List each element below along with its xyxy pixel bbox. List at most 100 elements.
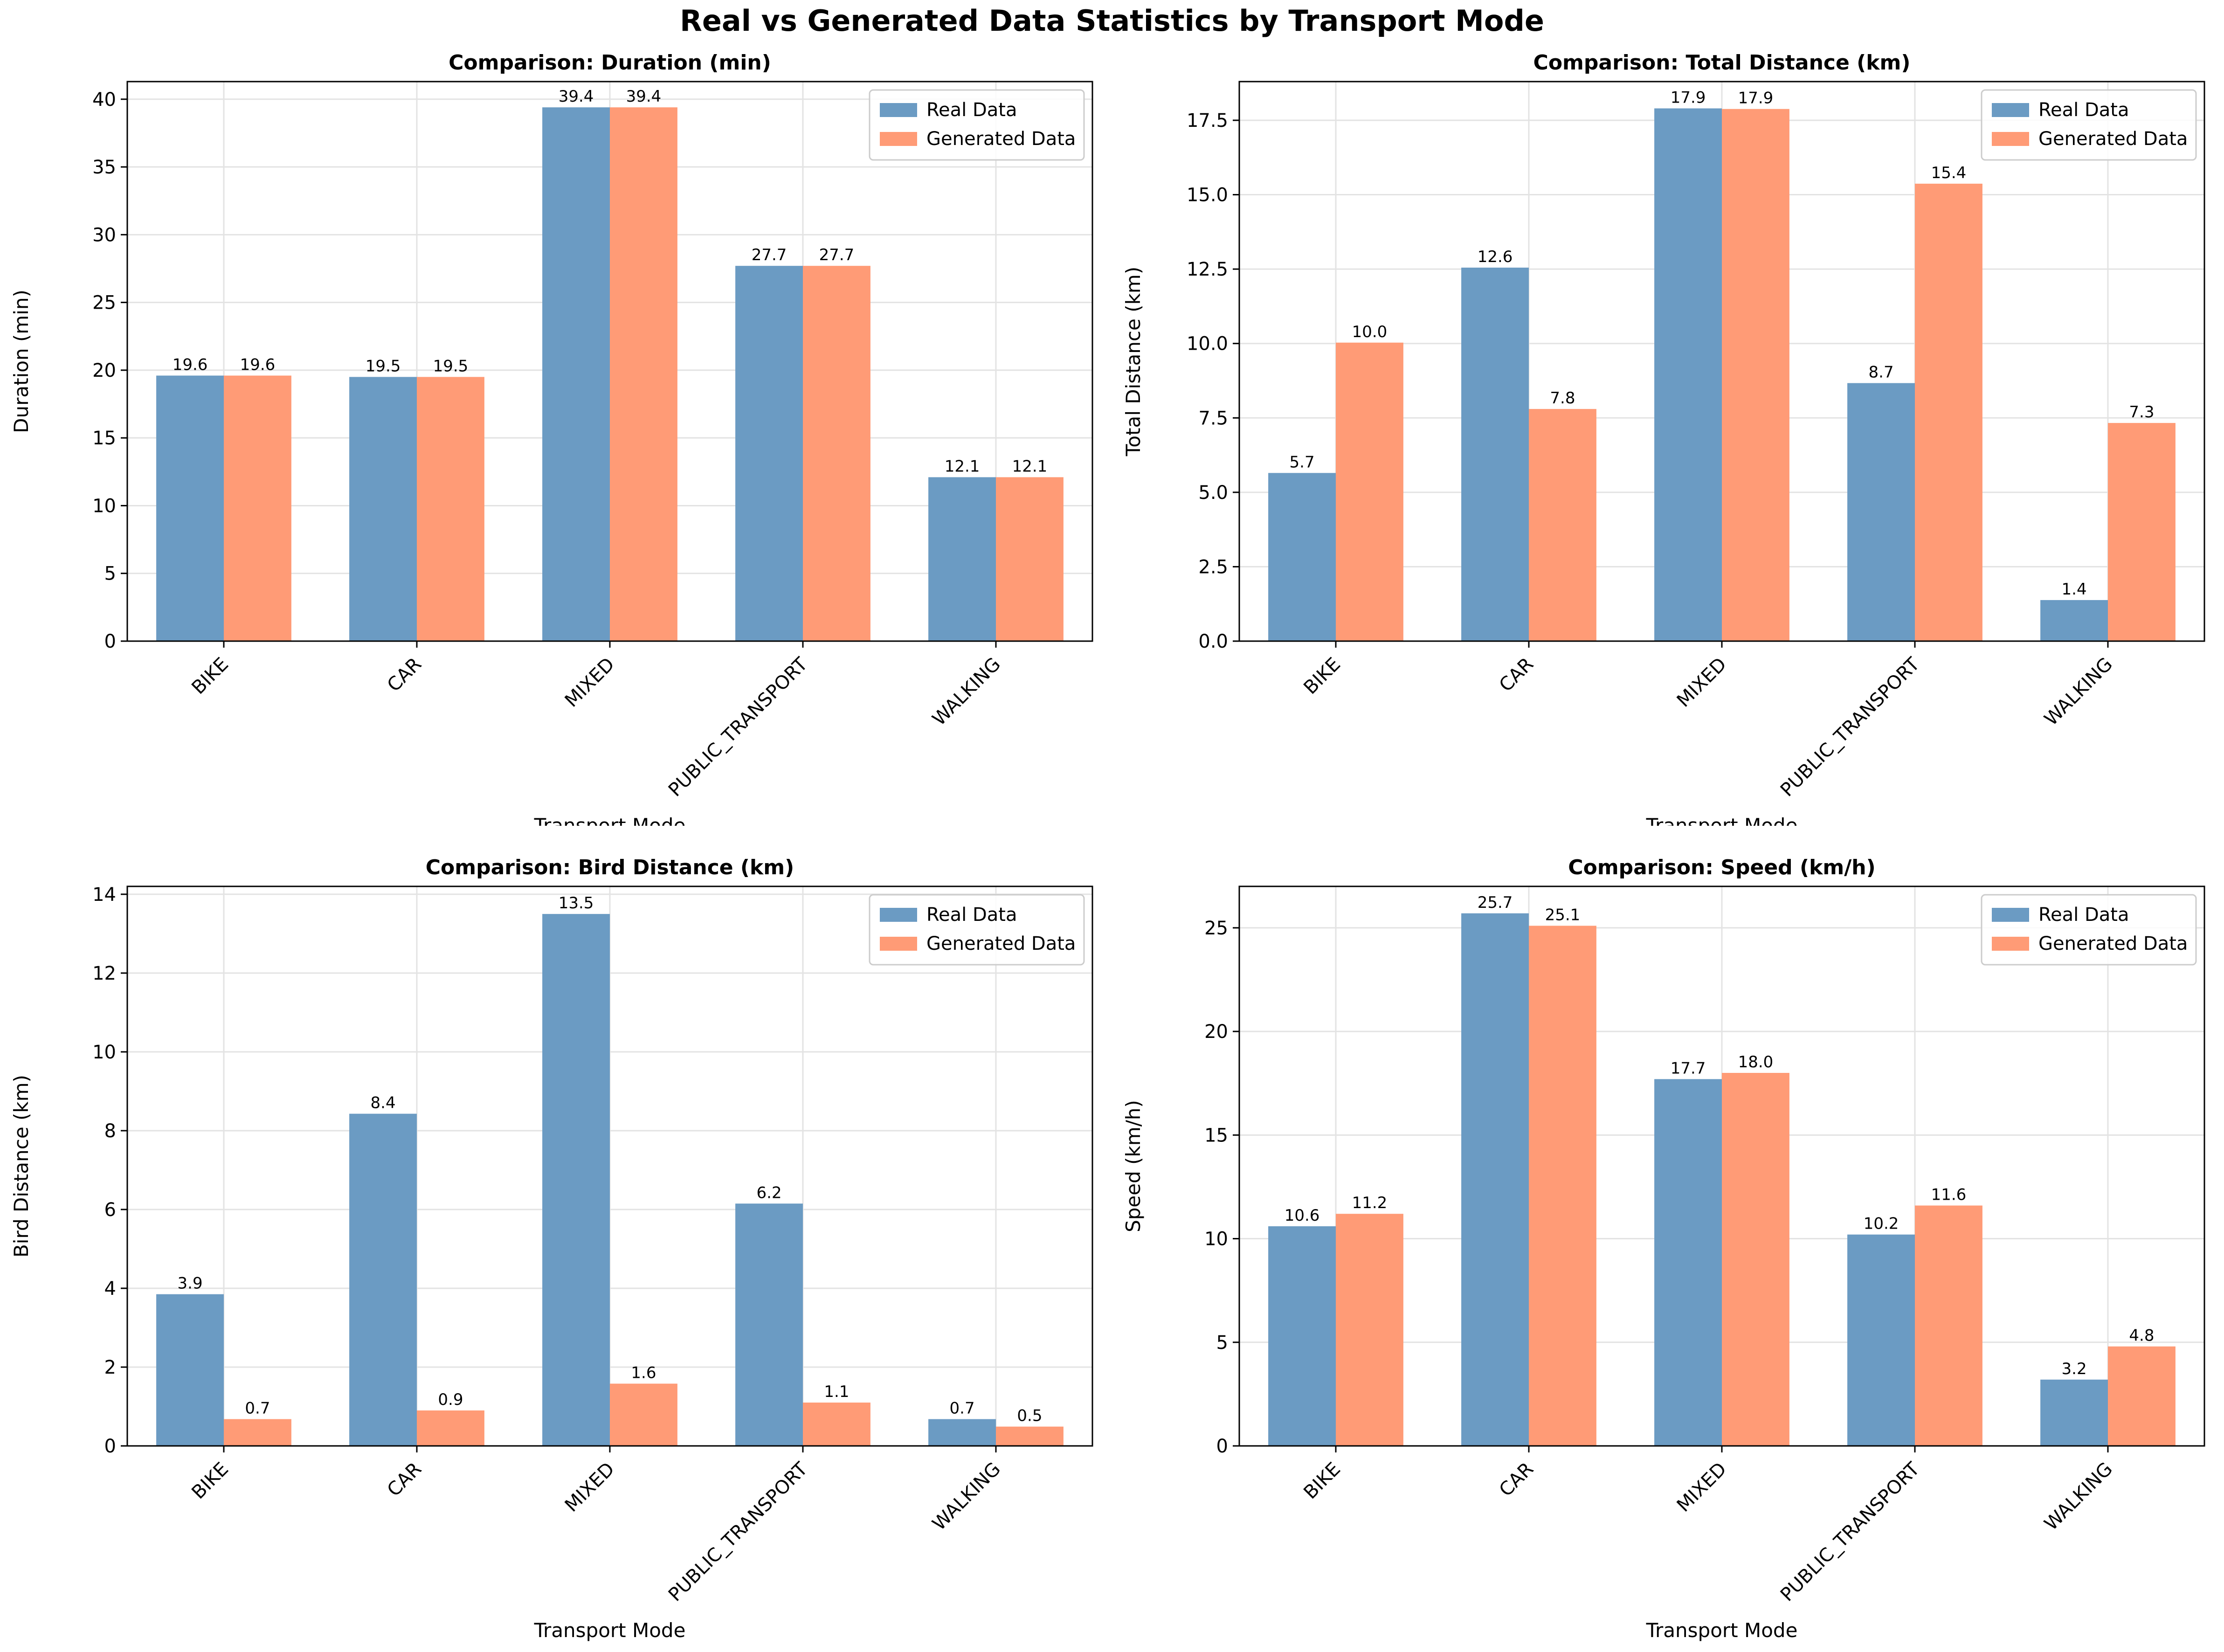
bar-generated-data-walking: [996, 477, 1064, 641]
bar-generated-data-bike: [224, 1419, 291, 1446]
bar-real-data-bike: [1268, 473, 1336, 641]
legend-swatch-generated-data: [1992, 132, 2029, 146]
y-axis-label: Speed (km/h): [1122, 1100, 1145, 1232]
bar-value-label: 19.6: [240, 356, 276, 374]
x-tick-label-mixed: MIXED: [561, 654, 619, 712]
bar-generated-data-public-transport: [803, 266, 870, 641]
y-tick-label: 0: [1216, 1436, 1228, 1457]
x-tick-label-bike: BIKE: [1299, 654, 1345, 699]
x-tick-label-car: CAR: [383, 1458, 426, 1501]
legend-swatch-generated-data: [880, 937, 917, 951]
y-tick-label: 5: [1216, 1332, 1228, 1354]
bar-value-label: 1.1: [824, 1382, 849, 1401]
legend-box: [1981, 894, 2197, 966]
legend: Real Data Generated Data: [1981, 894, 2197, 966]
legend-box: [869, 894, 1085, 966]
bar-value-label: 8.7: [1869, 363, 1894, 382]
bar-real-data-mixed: [542, 914, 610, 1446]
y-axis-label: Duration (min): [10, 290, 33, 433]
y-axis-label: Bird Distance (km): [10, 1075, 33, 1258]
bar-generated-data-car: [417, 377, 484, 641]
y-tick-label: 30: [92, 224, 116, 246]
x-tick-label-bike: BIKE: [187, 654, 233, 699]
x-tick-label-public-transport: PUBLIC_TRANSPORT: [1776, 653, 1924, 801]
bar-value-label: 19.5: [433, 357, 469, 375]
bar-generated-data-walking: [996, 1426, 1064, 1446]
x-tick-label-car: CAR: [383, 654, 426, 696]
bar-real-data-mixed: [542, 107, 610, 641]
legend-label-generated-data: Generated Data: [926, 128, 1076, 150]
legend-label-real-data: Real Data: [2038, 904, 2129, 926]
bar-value-label: 12.6: [1478, 248, 1513, 266]
legend-swatch-generated-data: [1992, 937, 2029, 951]
y-tick-label: 4: [104, 1278, 116, 1299]
bar-generated-data-walking: [2108, 423, 2176, 641]
bar-real-data-public-transport: [1847, 383, 1915, 641]
legend-label-generated-data: Generated Data: [926, 933, 1076, 954]
y-tick-label: 15: [92, 428, 116, 449]
duration-chart: 19.6 19.5 39.4 27.7 12.1 19.6 19.5 39.4 27.7 12.1…: [10, 51, 1093, 826]
chart-title: Comparison: Duration (min): [449, 51, 771, 75]
bar-value-label: 11.2: [1352, 1194, 1388, 1212]
bar-generated-data-mixed: [1722, 1073, 1789, 1446]
legend-swatch-generated-data: [880, 132, 917, 146]
bar-real-data-bike: [156, 375, 224, 641]
bar-generated-data-bike: [1336, 1214, 1403, 1446]
bar-value-label: 1.6: [631, 1363, 656, 1382]
bar-real-data-mixed: [1654, 1079, 1722, 1446]
y-tick-label: 7.5: [1198, 408, 1228, 429]
y-tick-label: 0.0: [1198, 631, 1228, 652]
bar-real-data-walking: [2040, 600, 2108, 641]
legend: Real Data Generated Data: [869, 89, 1085, 161]
bar-value-label: 12.1: [1012, 457, 1048, 476]
legend-label-generated-data: Generated Data: [2038, 128, 2188, 150]
bar-value-label: 0.7: [245, 1399, 270, 1418]
x-tick-label-bike: BIKE: [187, 1458, 233, 1504]
legend-label-generated-data: Generated Data: [2038, 933, 2188, 954]
bar-generated-data-car: [417, 1410, 484, 1446]
bar-generated-data-public-transport: [1915, 183, 1982, 641]
bar-value-label: 17.9: [1738, 89, 1774, 108]
bar-generated-data-mixed: [610, 1383, 677, 1446]
bird-distance-chart: 3.9 8.4 13.5 6.2 0.7 0.7 0.9 1.6 1.1 0.5 0 2 4 6 8 10 12…: [10, 856, 1093, 1642]
x-axis-label: Transport Mode: [534, 814, 686, 826]
bar-real-data-public-transport: [1847, 1234, 1915, 1446]
bar-value-label: 25.7: [1478, 893, 1513, 912]
legend-box: [869, 89, 1085, 161]
legend-box: [1981, 89, 2197, 161]
legend: Real Data Generated Data: [869, 894, 1085, 966]
bar-real-data-car: [1461, 267, 1529, 641]
bar-value-label: 15.4: [1931, 164, 1967, 182]
x-tick-label-car: CAR: [1495, 654, 1538, 696]
bar-real-data-public-transport: [735, 1203, 803, 1446]
legend-swatch-real-data: [880, 103, 917, 117]
bar-value-label: 5.7: [1290, 453, 1315, 471]
bar-value-label: 0.7: [950, 1399, 975, 1418]
speed-chart: 10.6 25.7 17.7 10.2 3.2 11.2 25.1 18.0 11.6 4.8 0 5…: [1122, 856, 2205, 1642]
y-tick-label: 10: [92, 1042, 116, 1063]
y-tick-label: 15: [1204, 1125, 1228, 1146]
bar-value-label: 12.1: [945, 457, 980, 476]
x-tick-label-walking: WALKING: [2040, 1458, 2117, 1535]
bar-value-label: 18.0: [1738, 1053, 1774, 1071]
x-tick-label-walking: WALKING: [2040, 654, 2117, 730]
y-tick-label: 20: [1204, 1021, 1228, 1043]
x-tick-label-mixed: MIXED: [1673, 654, 1731, 712]
bar-real-data-mixed: [1654, 108, 1722, 642]
y-tick-label: 25: [92, 292, 116, 314]
y-axis-label: Total Distance (km): [1122, 267, 1145, 456]
y-tick-label: 5: [104, 563, 116, 585]
bar-value-label: 7.3: [2129, 403, 2154, 422]
bar-value-label: 17.7: [1671, 1059, 1706, 1078]
y-tick-label: 0: [104, 1436, 116, 1457]
bar-value-label: 0.9: [438, 1390, 463, 1409]
x-tick-label-mixed: MIXED: [1673, 1458, 1731, 1516]
y-tick-label: 20: [92, 360, 116, 381]
y-tick-label: 5.0: [1198, 482, 1228, 504]
bar-real-data-car: [349, 377, 417, 641]
x-tick-label-public-transport: PUBLIC_TRANSPORT: [664, 1458, 812, 1606]
bar-real-data-public-transport: [735, 266, 803, 641]
bar-value-label: 13.5: [559, 894, 594, 912]
bar-value-label: 39.4: [559, 87, 594, 106]
y-tick-label: 17.5: [1187, 110, 1228, 131]
